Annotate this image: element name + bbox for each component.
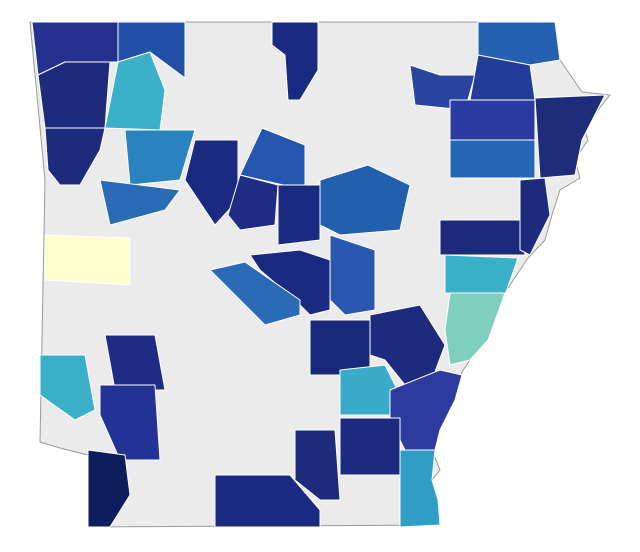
county <box>124 129 196 186</box>
county <box>117 21 186 79</box>
county <box>319 164 411 236</box>
county <box>444 292 506 366</box>
county <box>39 354 96 421</box>
county <box>44 234 131 286</box>
county <box>99 384 161 461</box>
county <box>399 449 441 528</box>
county <box>409 64 476 111</box>
county <box>449 139 536 179</box>
county <box>439 219 526 256</box>
county <box>294 429 341 501</box>
county <box>477 21 561 66</box>
county <box>227 174 279 231</box>
county <box>44 127 106 186</box>
county <box>449 99 536 141</box>
county <box>277 184 321 246</box>
county <box>339 417 401 476</box>
county <box>184 139 239 226</box>
county <box>104 334 166 391</box>
county <box>519 177 551 256</box>
county <box>329 234 376 316</box>
county <box>37 61 111 129</box>
county <box>534 94 606 179</box>
county <box>444 254 519 296</box>
county <box>271 21 319 101</box>
county <box>214 474 321 528</box>
county <box>104 51 166 131</box>
county <box>99 179 181 226</box>
county <box>209 261 301 326</box>
county <box>249 249 331 316</box>
county <box>309 319 371 376</box>
county <box>87 449 131 528</box>
